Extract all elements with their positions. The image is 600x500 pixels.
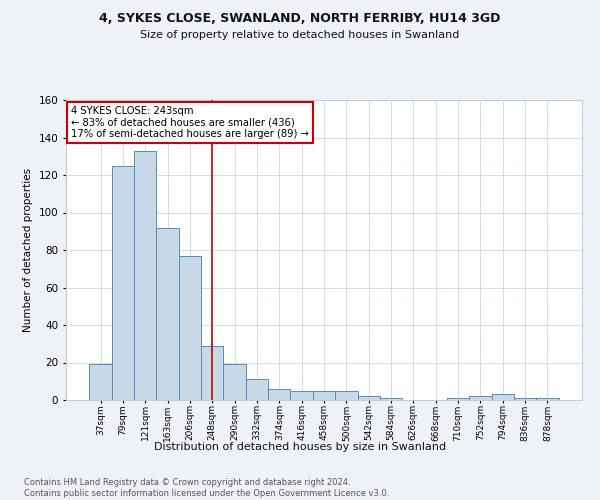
Bar <box>536 398 559 400</box>
Bar <box>179 256 201 400</box>
Bar <box>380 398 402 400</box>
Y-axis label: Number of detached properties: Number of detached properties <box>23 168 33 332</box>
Bar <box>134 150 157 400</box>
Text: Contains HM Land Registry data © Crown copyright and database right 2024.
Contai: Contains HM Land Registry data © Crown c… <box>24 478 389 498</box>
Bar <box>268 389 290 400</box>
Bar <box>157 228 179 400</box>
Bar <box>89 364 112 400</box>
Bar <box>290 390 313 400</box>
Bar <box>313 390 335 400</box>
Text: Distribution of detached houses by size in Swanland: Distribution of detached houses by size … <box>154 442 446 452</box>
Text: 4 SYKES CLOSE: 243sqm
← 83% of detached houses are smaller (436)
17% of semi-det: 4 SYKES CLOSE: 243sqm ← 83% of detached … <box>71 106 309 139</box>
Text: 4, SYKES CLOSE, SWANLAND, NORTH FERRIBY, HU14 3GD: 4, SYKES CLOSE, SWANLAND, NORTH FERRIBY,… <box>100 12 500 26</box>
Bar <box>335 390 358 400</box>
Text: Size of property relative to detached houses in Swanland: Size of property relative to detached ho… <box>140 30 460 40</box>
Bar <box>223 364 246 400</box>
Bar <box>469 396 491 400</box>
Bar <box>447 398 469 400</box>
Bar <box>514 398 536 400</box>
Bar <box>112 166 134 400</box>
Bar <box>358 396 380 400</box>
Bar <box>246 380 268 400</box>
Bar <box>491 394 514 400</box>
Bar <box>201 346 223 400</box>
